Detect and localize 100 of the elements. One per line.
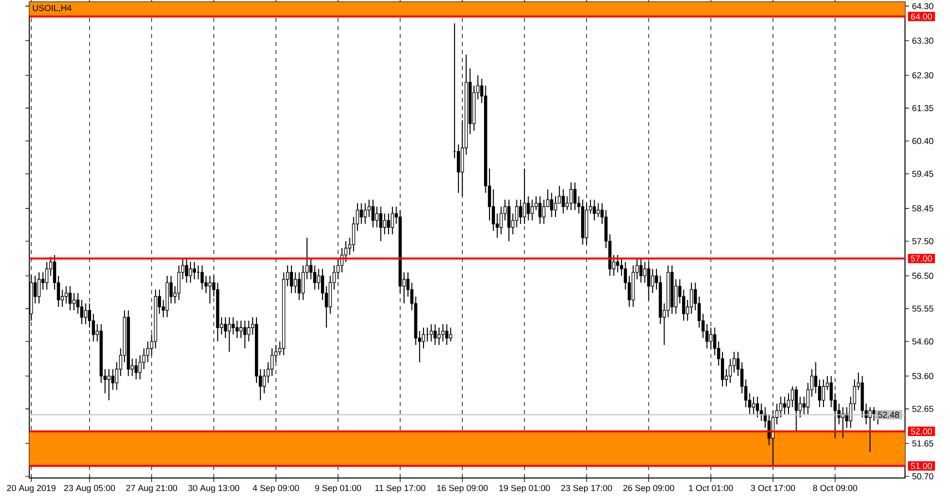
candlestick xyxy=(232,316,235,336)
y-tick-label: 63.30 xyxy=(912,38,934,44)
candlestick xyxy=(783,396,786,415)
candlestick xyxy=(449,327,452,342)
candlestick xyxy=(138,354,142,380)
candlestick xyxy=(270,348,274,377)
candlestick xyxy=(526,196,530,221)
candlestick xyxy=(651,268,654,294)
x-tick-label: 23 Sep 17:00 xyxy=(561,484,612,493)
candlestick xyxy=(37,272,41,304)
candlestick xyxy=(573,182,577,211)
candlestick xyxy=(236,320,239,338)
candlestick xyxy=(720,351,724,387)
candlestick xyxy=(45,261,48,290)
candlestick xyxy=(360,202,363,224)
candlestick xyxy=(247,320,250,342)
candlestick xyxy=(752,396,756,415)
x-tick-label: 3 Oct 17:00 xyxy=(750,484,796,492)
candlestick xyxy=(64,286,68,304)
candlestick xyxy=(224,316,228,338)
x-tick-label: 27 Aug 21:00 xyxy=(126,484,178,493)
candlestick xyxy=(317,268,320,290)
candlestick xyxy=(208,275,212,304)
y-tick-label: 60.40 xyxy=(912,138,934,144)
candlestick xyxy=(386,213,390,235)
candlestick xyxy=(530,199,534,221)
candlestick xyxy=(550,192,554,218)
candlestick xyxy=(492,188,495,232)
candlestick xyxy=(705,324,709,349)
candlestick xyxy=(302,264,305,300)
y-tick-label: 52.65 xyxy=(912,406,934,412)
candlestick xyxy=(368,199,371,218)
candlestick xyxy=(76,292,80,314)
candlestick xyxy=(596,202,600,218)
candlestick xyxy=(554,196,558,218)
x-tick-label: 1 Oct 01:00 xyxy=(689,484,733,492)
candlestick xyxy=(309,258,312,280)
candlestick xyxy=(200,264,204,290)
ref-line-label: 57.00 xyxy=(910,255,932,262)
candlestick xyxy=(72,292,76,311)
candlestick xyxy=(690,282,694,314)
candlestick xyxy=(818,378,822,408)
ref-line-label: 51.00 xyxy=(910,462,932,469)
candlestick xyxy=(794,386,798,432)
x-tick-label: 19 Sep 01:00 xyxy=(499,484,550,493)
candlestick xyxy=(822,378,826,408)
candlestick xyxy=(84,302,88,325)
ref-line-label: 64.00 xyxy=(911,13,932,20)
y-tick-label: 64.30 xyxy=(912,3,934,10)
candlestick xyxy=(142,348,146,370)
y-tick-label: 59.45 xyxy=(912,170,934,177)
candlestick xyxy=(371,199,375,228)
candlestick xyxy=(434,324,437,346)
candlestick xyxy=(243,320,246,349)
y-tick-label: 53.60 xyxy=(912,372,934,380)
candlestick xyxy=(290,264,294,294)
candlestick xyxy=(456,144,460,194)
candlestick xyxy=(134,358,138,380)
y-tick-label: 50.70 xyxy=(912,473,934,480)
candlestick xyxy=(500,206,503,235)
x-tick-label: 30 Aug 13:00 xyxy=(188,484,240,493)
candlestick xyxy=(441,324,444,342)
candlestick xyxy=(430,324,433,342)
candlestick xyxy=(107,368,111,401)
candlestick xyxy=(592,199,596,221)
candlestick xyxy=(294,272,297,294)
candlestick xyxy=(437,327,441,346)
candlestick xyxy=(562,188,565,214)
candlestick xyxy=(522,168,526,224)
candlestick xyxy=(569,182,573,211)
candlestick xyxy=(756,396,760,418)
candlestick xyxy=(228,316,231,352)
x-tick-label: 9 Sep 01:00 xyxy=(315,484,362,493)
candlestick xyxy=(542,199,546,224)
y-tick-label: 55.55 xyxy=(912,306,934,312)
candlestick xyxy=(643,261,646,284)
candlestick xyxy=(375,206,378,228)
x-tick-label: 26 Sep 09:00 xyxy=(623,484,674,493)
candlestick xyxy=(647,261,650,300)
candlestick xyxy=(185,258,188,284)
candlestick xyxy=(379,206,382,242)
x-tick-label: 23 Aug 05:00 xyxy=(64,484,115,493)
candlestick xyxy=(709,327,712,349)
y-tick-label: 61.35 xyxy=(912,105,934,112)
ref-line-label: 52.00 xyxy=(910,428,932,434)
candlestick xyxy=(204,275,208,294)
candlestick xyxy=(390,206,394,235)
x-tick-label: 4 Sep 09:00 xyxy=(252,484,299,493)
candlestick xyxy=(518,199,522,224)
candlestick xyxy=(786,392,790,415)
x-tick-label: 11 Sep 17:00 xyxy=(375,484,426,493)
candlestick xyxy=(192,261,196,280)
candlestick xyxy=(445,324,448,346)
y-tick-label: 58.45 xyxy=(912,205,934,212)
candlestick xyxy=(538,196,542,224)
candlestick xyxy=(188,261,192,284)
y-tick-label: 51.65 xyxy=(912,440,934,446)
chart-title: USOIL,H4 xyxy=(32,4,72,12)
y-tick-label: 54.60 xyxy=(912,338,934,345)
x-tick-label: 20 Aug 2019 xyxy=(7,484,56,493)
